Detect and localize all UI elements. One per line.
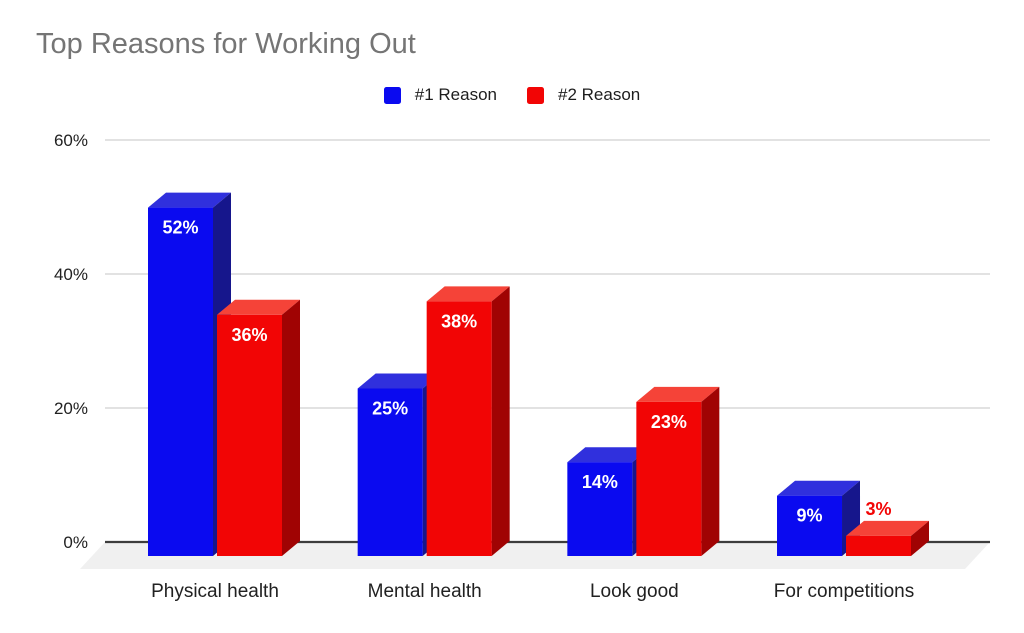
bar-top-face [636, 386, 720, 402]
bar-value-label: 9% [797, 506, 823, 526]
bar-value-label: 25% [372, 399, 408, 419]
legend-item-label: #2 Reason [558, 85, 641, 104]
legend-item-1-reason[interactable]: #1 Reason [383, 85, 497, 105]
bar-value-label: 3% [866, 499, 892, 519]
y-axis-tick-label: 40% [54, 265, 88, 284]
bar-value-label: 52% [162, 218, 198, 238]
bar-front-face [426, 301, 492, 556]
bar-value-label: 38% [441, 311, 477, 331]
bar-front-face [636, 401, 702, 556]
bar-front-face [217, 314, 282, 556]
y-axis-tick-label: 0% [63, 533, 88, 552]
x-axis-category-label: Physical health [151, 581, 279, 602]
bar-top-face [357, 373, 441, 389]
x-axis-category-label: For competitions [774, 581, 914, 602]
bar-1-reason-look-good[interactable] [567, 447, 651, 556]
x-axis-category-label: Mental health [368, 581, 482, 602]
bar-side-face [491, 286, 510, 556]
bar-front-face [567, 462, 633, 556]
legend-swatch-blue-icon [383, 86, 401, 104]
bar-front-face [846, 535, 912, 556]
bar-2-reason-for-competitions[interactable] [846, 520, 930, 556]
chart-floor-3d [80, 542, 990, 569]
bar-front-face [148, 207, 213, 556]
bar-front-face [357, 388, 423, 556]
legend-swatch-red-icon [527, 86, 544, 104]
y-axis-tick-label: 20% [54, 399, 88, 418]
bar-top-face [217, 299, 300, 315]
bar-top-face [148, 192, 231, 208]
bar-2-reason-physical-health[interactable] [217, 299, 300, 556]
bar-side-face [701, 386, 720, 556]
x-axis-category-label: Look good [590, 581, 679, 602]
bar-2-reason-look-good[interactable] [636, 386, 720, 556]
bar-top-face [426, 286, 510, 302]
bar-value-label: 23% [651, 412, 687, 432]
bar-side-face [911, 520, 930, 556]
bar-value-label: 14% [582, 472, 618, 492]
bar-front-face [777, 495, 843, 556]
bar-top-face [846, 520, 930, 536]
legend: #1 Reason #2 Reason [0, 85, 1024, 105]
legend-item-label: #1 Reason [414, 85, 497, 104]
chart-title: Top Reasons for Working Out [36, 28, 416, 60]
bar-side-face [282, 299, 300, 556]
bar-value-label: 36% [231, 325, 267, 345]
bar-top-face [567, 447, 651, 463]
y-axis-tick-label: 60% [54, 131, 88, 150]
bar-top-face [777, 480, 861, 496]
bar-2-reason-mental-health[interactable] [426, 286, 510, 556]
legend-item-2-reason[interactable]: #2 Reason [527, 85, 640, 105]
